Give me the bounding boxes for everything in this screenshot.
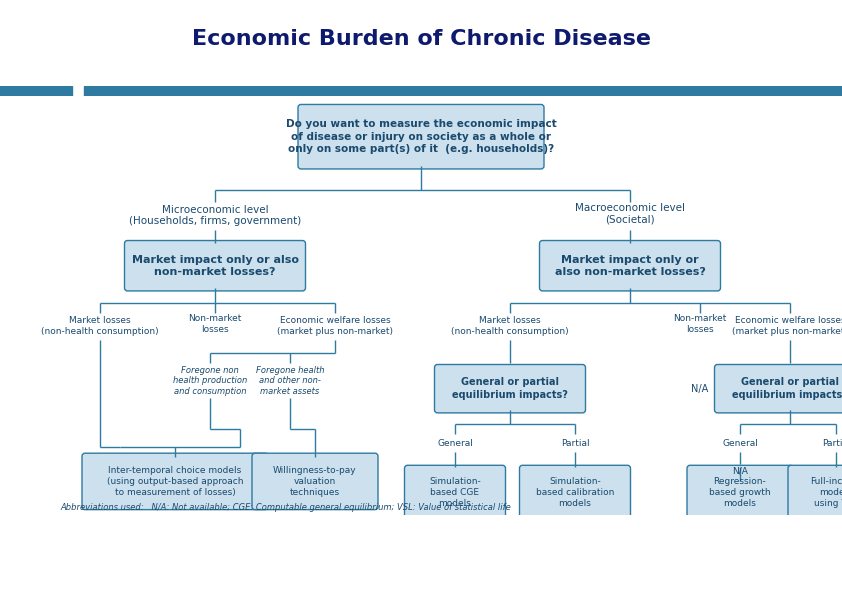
FancyBboxPatch shape xyxy=(125,240,306,291)
Text: Regression-
based growth
models: Regression- based growth models xyxy=(709,477,770,508)
FancyBboxPatch shape xyxy=(788,465,842,519)
Text: Foregone health
and other non-
market assets: Foregone health and other non- market as… xyxy=(256,366,324,396)
Text: Economic welfare losses
(market plus non-market): Economic welfare losses (market plus non… xyxy=(732,317,842,336)
Text: Simulation-
based CGE
models: Simulation- based CGE models xyxy=(429,477,481,508)
Bar xyxy=(0,86,72,96)
FancyBboxPatch shape xyxy=(540,240,721,291)
Text: N/A: N/A xyxy=(732,467,748,476)
FancyBboxPatch shape xyxy=(404,465,505,519)
Text: Foregone non
health production
and consumption: Foregone non health production and consu… xyxy=(173,366,247,396)
Text: Market impact only or also
non-market losses?: Market impact only or also non-market lo… xyxy=(131,255,299,277)
Text: Non-market
losses: Non-market losses xyxy=(674,315,727,334)
Text: Economic Burden of Chronic Disease: Economic Burden of Chronic Disease xyxy=(191,29,651,49)
Text: Organization: Organization xyxy=(680,558,801,576)
Text: General: General xyxy=(437,439,473,447)
Text: Partial: Partial xyxy=(561,439,589,447)
Text: N/A: N/A xyxy=(691,384,709,394)
Text: Economic welfare losses
(market plus non-market): Economic welfare losses (market plus non… xyxy=(277,317,393,336)
Text: Macroeconomic level
(Societal): Macroeconomic level (Societal) xyxy=(575,202,685,224)
FancyBboxPatch shape xyxy=(82,453,268,510)
FancyBboxPatch shape xyxy=(715,365,842,413)
Text: Microeconomic level
(Households, firms, government): Microeconomic level (Households, firms, … xyxy=(129,205,301,226)
Text: 17: 17 xyxy=(18,547,39,562)
Text: Non-market
losses: Non-market losses xyxy=(189,315,242,334)
Text: Market losses
(non-health consumption): Market losses (non-health consumption) xyxy=(41,317,159,336)
Text: Market losses
(non-health consumption): Market losses (non-health consumption) xyxy=(451,317,569,336)
FancyBboxPatch shape xyxy=(687,465,793,519)
Text: World Health: World Health xyxy=(680,536,802,554)
FancyBboxPatch shape xyxy=(520,465,631,519)
Text: Market impact only or
also non-market losses?: Market impact only or also non-market lo… xyxy=(555,255,706,277)
Text: Do you want to measure the economic impact
of disease or injury on society as a : Do you want to measure the economic impa… xyxy=(285,120,557,154)
Text: Abbreviations used:   N/A: Not available; CGE: Computable general equilibrium; V: Abbreviations used: N/A: Not available; … xyxy=(60,503,511,512)
Text: Simulation-
based calibration
models: Simulation- based calibration models xyxy=(536,477,614,508)
Text: Inter-temporal choice models
(using output-based approach
to measurement of loss: Inter-temporal choice models (using outp… xyxy=(107,466,243,497)
Text: General or partial
equilibrium impacts?: General or partial equilibrium impacts? xyxy=(732,377,842,400)
Bar xyxy=(56,522,58,587)
FancyBboxPatch shape xyxy=(434,365,585,413)
Text: Willingness-to-pay
valuation
techniques: Willingness-to-pay valuation techniques xyxy=(273,466,357,497)
FancyBboxPatch shape xyxy=(252,453,378,510)
Text: Department of Health Systems Financing: Better Financing for
Better Health: Department of Health Systems Financing: … xyxy=(62,541,478,569)
Text: General: General xyxy=(722,439,758,447)
Text: Partial: Partial xyxy=(822,439,842,447)
Text: Full-income
models
using VSL: Full-income models using VSL xyxy=(810,477,842,508)
Text: General or partial
equilibrium impacts?: General or partial equilibrium impacts? xyxy=(452,377,568,400)
FancyBboxPatch shape xyxy=(298,105,544,169)
